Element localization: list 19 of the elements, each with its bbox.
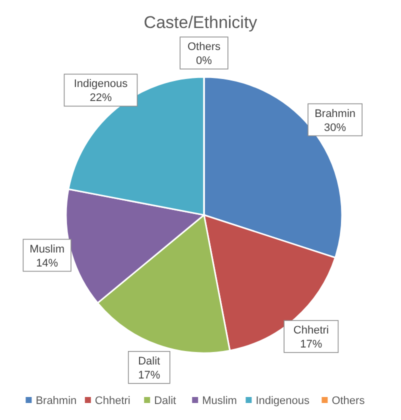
legend-label: Others [332, 395, 366, 407]
data-label: 30% [324, 122, 346, 134]
data-label: 17% [300, 338, 322, 351]
text: 0% [196, 55, 212, 67]
chart-title: Caste/Ethnicity [144, 13, 258, 32]
legend-label: Chhetri [94, 395, 130, 407]
data-label: 14% [36, 257, 58, 270]
legend-label: Muslim [202, 395, 237, 407]
data-label: 17% [138, 369, 160, 382]
slice-label: Dalit [138, 355, 160, 368]
data-label: 22% [90, 92, 112, 104]
slice-label: Muslim [30, 243, 65, 256]
slice-label: Chhetri [293, 324, 329, 337]
category-label: Others [187, 41, 221, 53]
slice-label: Indigenous [74, 78, 128, 90]
legend-label: Indigenous [256, 395, 310, 407]
legend-label: Dalit [154, 395, 176, 407]
slice-label: Brahmin [314, 108, 356, 120]
legend-label: Brahmin [36, 395, 77, 407]
